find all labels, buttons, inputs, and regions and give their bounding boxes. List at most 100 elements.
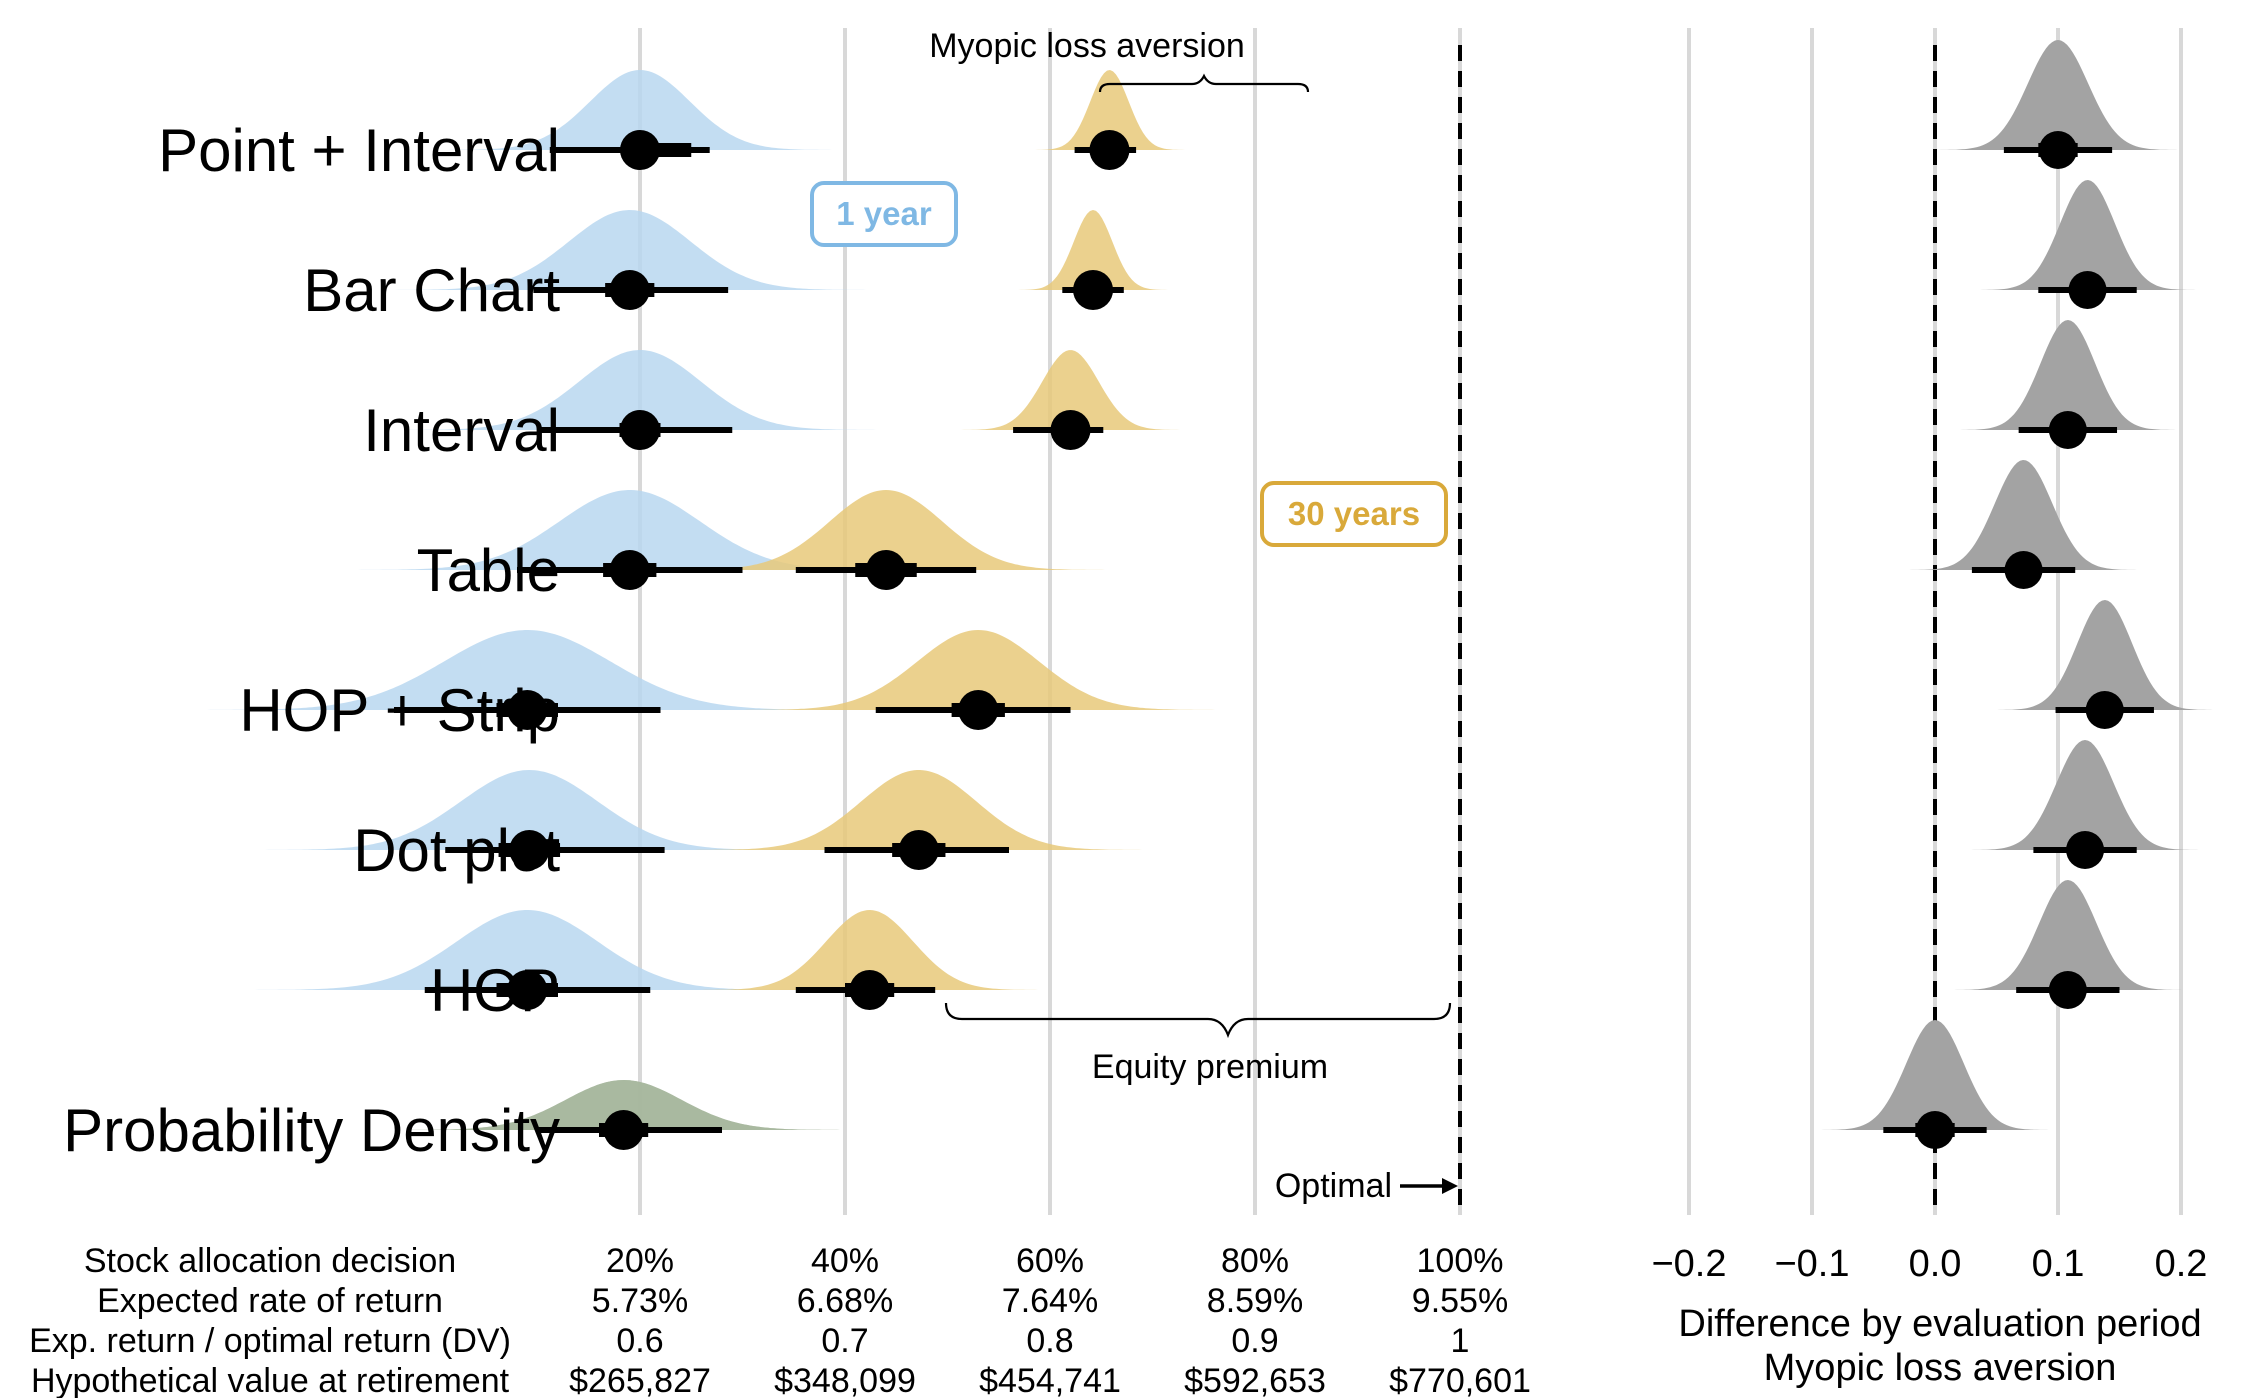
- myopic-brace: [1098, 73, 1310, 93]
- difference-density: [1806, 1020, 2064, 1130]
- difference-median-point: [1916, 1111, 1954, 1149]
- row-label: Table: [417, 537, 560, 604]
- row-label: Dot plot: [353, 817, 560, 884]
- row-label: Interval: [363, 397, 560, 464]
- difference-density: [1939, 880, 2197, 990]
- one-year-median-point: [620, 410, 660, 450]
- thirty-years-density: [1012, 210, 1174, 290]
- thirty-years-label-box: [1260, 481, 1448, 547]
- row-label: HOP + Strip: [239, 677, 560, 744]
- thirty-years-median-point: [898, 830, 939, 870]
- one-year-density: [374, 210, 885, 290]
- tick-label: $770,601: [1389, 1362, 1531, 1398]
- row-label: Point + Interval: [158, 117, 560, 184]
- axis-row-name: Exp. return / optimal return (DV): [29, 1322, 511, 1360]
- tick-label: 9.55%: [1412, 1282, 1508, 1320]
- tick-label: 8.59%: [1207, 1282, 1303, 1320]
- right-tick-label: −0.1: [1774, 1243, 1849, 1285]
- axis-row-name: Hypothetical value at retirement: [31, 1362, 510, 1398]
- thirty-years-density: [1029, 70, 1190, 150]
- right-tick-label: 0.1: [2032, 1243, 2085, 1285]
- difference-density: [1894, 460, 2153, 570]
- one-year-median-point: [609, 550, 650, 590]
- equity-premium-brace: [944, 1002, 1452, 1039]
- one-year-median-point: [620, 130, 660, 170]
- thirty-years-median-point: [866, 550, 906, 590]
- right-tick-label: 0.2: [2155, 1243, 2208, 1285]
- tick-label: 60%: [1016, 1242, 1084, 1280]
- tick-label: $592,653: [1184, 1362, 1326, 1398]
- myopic-loss-aversion-label: Myopic loss aversion: [929, 27, 1245, 65]
- right-tick-label: −0.2: [1651, 1243, 1726, 1285]
- difference-density: [1965, 180, 2211, 290]
- difference-density: [1956, 740, 2214, 850]
- equity-premium-label: Equity premium: [1092, 1048, 1328, 1086]
- tick-label: 1: [1451, 1322, 1470, 1360]
- optimal-label: Optimal: [1275, 1167, 1392, 1205]
- left-panel-marks: [177, 70, 1234, 1150]
- axis-row-name: Expected rate of return: [97, 1282, 443, 1320]
- row-label: Bar Chart: [303, 257, 560, 324]
- tick-label: 7.64%: [1002, 1282, 1098, 1320]
- one-year-density: [334, 490, 926, 570]
- difference-median-point: [2039, 131, 2077, 169]
- tick-label: 0.6: [616, 1322, 663, 1360]
- one-year-label-box: [810, 181, 958, 247]
- tick-label: $265,827: [569, 1362, 711, 1398]
- row-label: Probability Density: [63, 1097, 560, 1164]
- tick-label: 5.73%: [592, 1282, 688, 1320]
- thirty-years-label: 30 years: [1288, 495, 1420, 532]
- tick-label: 20%: [606, 1242, 674, 1280]
- one-year-density: [384, 350, 896, 430]
- difference-median-point: [2066, 831, 2105, 869]
- right-axis-title: Myopic loss aversion: [1764, 1347, 2117, 1389]
- thirty-years-density: [649, 490, 1123, 570]
- thirty-years-density: [687, 910, 1053, 990]
- thirty-years-median-point: [1089, 130, 1130, 170]
- difference-density: [1945, 320, 2191, 430]
- thirty-years-median-point: [1050, 410, 1091, 450]
- one-year-median-point: [507, 970, 548, 1010]
- tick-label: 6.68%: [797, 1282, 893, 1320]
- tick-label: $454,741: [979, 1362, 1121, 1398]
- one-year-density: [177, 630, 877, 710]
- one-year-density: [231, 910, 823, 990]
- right-panel-marks: [1806, 40, 2228, 1149]
- difference-median-point: [2048, 411, 2087, 449]
- annotations: Myopic loss aversion 1 year 30 years Equ…: [810, 27, 1458, 1205]
- tick-label: 0.8: [1026, 1322, 1073, 1360]
- thirty-years-density: [381, 1080, 866, 1130]
- left-x-axis: Stock allocation decision 20% 40% 60% 80% 100…: [29, 1242, 1531, 1398]
- thirty-years-median-point: [1073, 270, 1114, 310]
- row-labels: Point + Interval Bar Chart Interval Table HO…: [63, 117, 560, 1164]
- right-tick-label: 0.0: [1909, 1243, 1962, 1285]
- one-year-density: [430, 70, 850, 150]
- tick-label: 80%: [1221, 1242, 1289, 1280]
- row-label: HOP: [430, 957, 560, 1024]
- one-year-median-point: [609, 270, 650, 310]
- thirty-years-density: [723, 630, 1234, 710]
- difference-median-point: [2085, 691, 2124, 729]
- one-year-median-point: [603, 1110, 644, 1150]
- thirty-years-median-point: [849, 970, 890, 1010]
- one-year-density: [241, 770, 817, 850]
- difference-median-point: [2004, 551, 2043, 589]
- left-panel-gridlines: [638, 28, 1462, 1215]
- thirty-years-density: [677, 770, 1161, 850]
- one-year-median-point: [507, 690, 548, 730]
- tick-label: 0.9: [1231, 1322, 1278, 1360]
- difference-median-point: [2048, 971, 2087, 1009]
- thirty-years-density: [952, 350, 1189, 430]
- difference-median-point: [2068, 271, 2107, 309]
- right-axis-title: Difference by evaluation period: [1678, 1303, 2201, 1345]
- difference-density: [1982, 600, 2228, 710]
- optimal-arrowhead: [1442, 1178, 1458, 1194]
- difference-density: [1923, 40, 2193, 150]
- one-year-label: 1 year: [836, 195, 932, 232]
- right-x-axis: −0.2 −0.1 0.0 0.1 0.2 Difference by evaluatio…: [1651, 1243, 2207, 1389]
- thirty-years-median-point: [958, 690, 999, 730]
- tick-label: $348,099: [774, 1362, 916, 1398]
- axis-row-name: Stock allocation decision: [84, 1242, 456, 1280]
- tick-label: 40%: [811, 1242, 879, 1280]
